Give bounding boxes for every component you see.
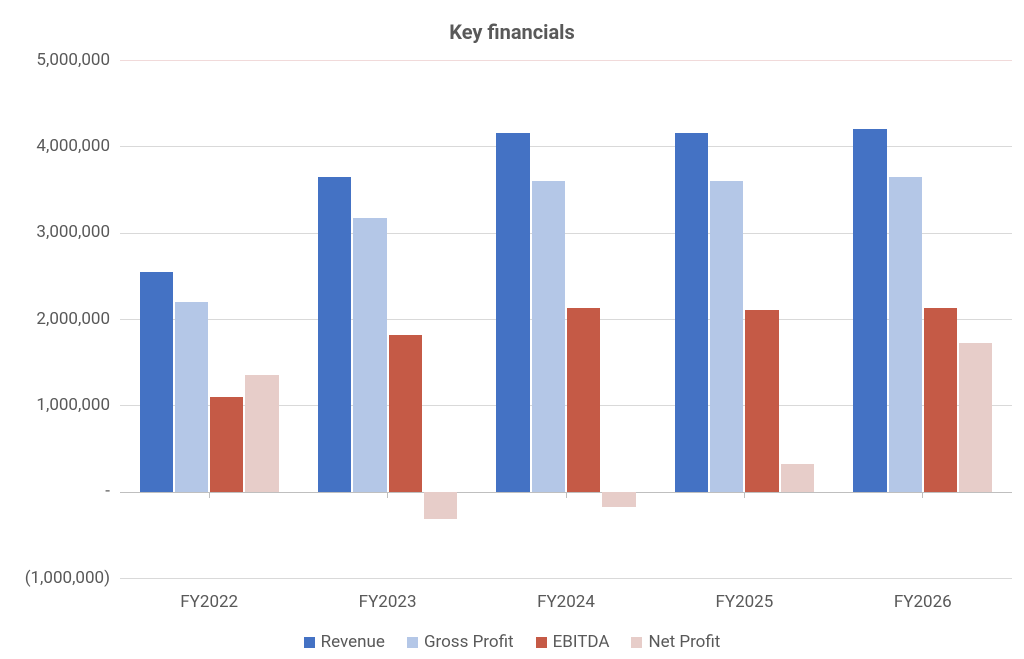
legend-label: Gross Profit (424, 632, 514, 652)
chart-title: Key financials (0, 20, 1024, 44)
bar (710, 181, 743, 492)
bar (424, 492, 457, 520)
legend-swatch (304, 637, 315, 648)
legend-swatch (407, 637, 418, 648)
legend-item: Revenue (304, 632, 385, 652)
bar (853, 129, 886, 492)
y-axis-label: 2,000,000 (0, 309, 110, 329)
x-axis-label: FY2022 (120, 592, 298, 612)
bar (318, 177, 351, 492)
legend: Revenue Gross Profit EBITDA Net Profit (0, 632, 1024, 652)
bar (959, 343, 992, 491)
bar (210, 397, 243, 492)
bar (175, 302, 208, 492)
bar (781, 464, 814, 492)
x-tick (566, 492, 567, 498)
bar (140, 272, 173, 492)
legend-label: EBITDA (553, 632, 610, 652)
bar (532, 181, 565, 492)
bar (389, 335, 422, 492)
legend-item: EBITDA (536, 632, 610, 652)
y-axis-label: 1,000,000 (0, 395, 110, 415)
y-axis-label: 3,000,000 (0, 222, 110, 242)
x-tick (922, 492, 923, 498)
bar (889, 177, 922, 492)
bar (675, 133, 708, 491)
legend-swatch (536, 637, 547, 648)
bar (496, 133, 529, 491)
x-axis-label: FY2023 (298, 592, 476, 612)
legend-label: Revenue (321, 632, 385, 652)
x-tick (744, 492, 745, 498)
bar (353, 218, 386, 492)
x-tick (209, 492, 210, 498)
y-axis-label: 4,000,000 (0, 136, 110, 156)
bar (245, 375, 278, 492)
x-axis-label: FY2024 (477, 592, 655, 612)
legend-swatch (631, 637, 642, 648)
legend-item: Gross Profit (407, 632, 514, 652)
legend-label: Net Profit (648, 632, 720, 652)
y-axis-label: 5,000,000 (0, 50, 110, 70)
gridline (120, 578, 1012, 579)
bar (745, 310, 778, 491)
bar (567, 308, 600, 492)
y-axis-label: - (0, 481, 110, 501)
x-axis-label: FY2026 (834, 592, 1012, 612)
x-axis-label: FY2025 (655, 592, 833, 612)
x-tick (387, 492, 388, 498)
gridline (120, 60, 1012, 61)
bar (924, 308, 957, 492)
plot-area (120, 60, 1012, 578)
bar (602, 492, 635, 508)
y-axis-label: (1,000,000) (0, 568, 110, 588)
legend-item: Net Profit (631, 632, 720, 652)
key-financials-chart: Key financials Revenue Gross Profit EBITDA… (0, 0, 1024, 659)
